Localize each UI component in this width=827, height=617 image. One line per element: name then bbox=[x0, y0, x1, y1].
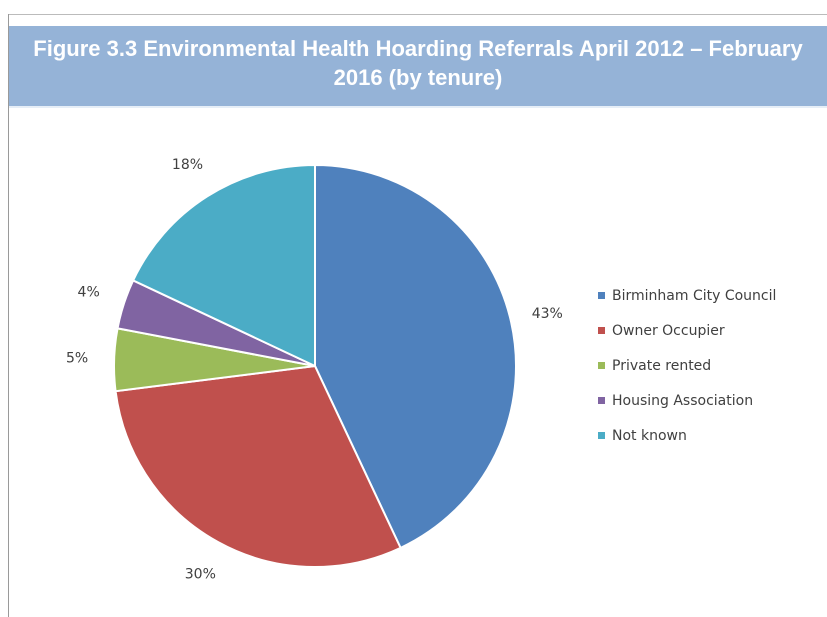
legend-label: Birminham City Council bbox=[612, 288, 776, 304]
legend-swatch bbox=[598, 432, 605, 439]
pie-slice bbox=[131, 163, 316, 368]
legend-label: Owner Occupier bbox=[612, 323, 725, 339]
frame-line bbox=[8, 14, 9, 617]
pie-slice bbox=[314, 163, 517, 550]
legend-swatch bbox=[598, 292, 605, 299]
pie-slice bbox=[114, 364, 402, 568]
data-label: 4% bbox=[78, 284, 100, 300]
legend-label: Private rented bbox=[612, 358, 711, 374]
data-label: 43% bbox=[532, 306, 563, 322]
data-label: 30% bbox=[185, 567, 216, 583]
chart-title: Figure 3.3 Environmental Health Hoarding… bbox=[9, 26, 827, 108]
frame-line bbox=[8, 14, 827, 15]
legend-swatch bbox=[598, 362, 605, 369]
data-label: 18% bbox=[172, 157, 203, 173]
legend-swatch bbox=[598, 397, 605, 404]
data-label: 5% bbox=[66, 351, 88, 367]
legend-swatch bbox=[598, 327, 605, 334]
legend-label: Housing Association bbox=[612, 393, 753, 409]
legend-label: Not known bbox=[612, 428, 687, 444]
